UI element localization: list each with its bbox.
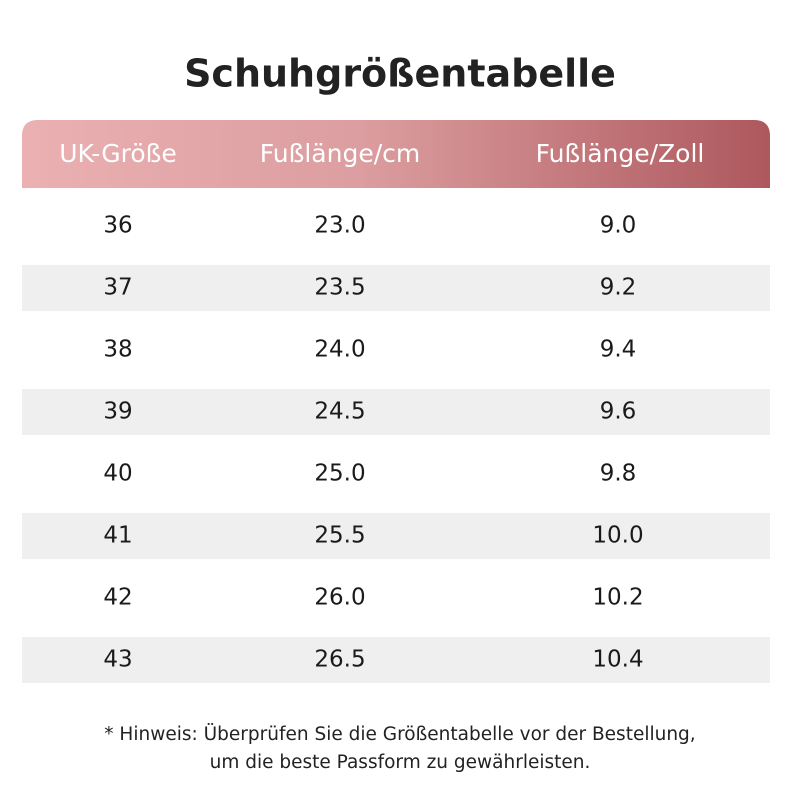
row-band bbox=[22, 265, 770, 311]
table-cell: 26.0 bbox=[314, 585, 365, 611]
table-cell: 23.0 bbox=[314, 213, 365, 239]
table-cell: 24.5 bbox=[314, 399, 365, 425]
table-cell: 36 bbox=[103, 213, 132, 239]
table-cell: 40 bbox=[103, 461, 132, 487]
table-cell: 39 bbox=[103, 399, 132, 425]
table-header-bar bbox=[22, 120, 770, 188]
title: Schuhgrößentabelle bbox=[184, 52, 616, 96]
table-cell: 41 bbox=[103, 523, 132, 549]
table-cell: 24.0 bbox=[314, 337, 365, 363]
table-cell: 25.5 bbox=[314, 523, 365, 549]
table-cell: 10.4 bbox=[592, 647, 643, 673]
column-header: Fußlänge/Zoll bbox=[536, 139, 705, 168]
table-cell: 9.6 bbox=[600, 399, 637, 425]
row-band bbox=[22, 513, 770, 559]
note-line: um die beste Passform zu gewährleisten. bbox=[210, 752, 591, 773]
table-cell: 42 bbox=[103, 585, 132, 611]
table-cell: 10.2 bbox=[592, 585, 643, 611]
table-body: 36 23.0 9.0 37 23.5 9.2 38 24.0 9.4 39 24.5 9.6 40 25… bbox=[22, 213, 770, 683]
table-cell: 9.2 bbox=[600, 275, 637, 301]
row-band bbox=[22, 389, 770, 435]
column-header: UK-Größe bbox=[59, 139, 177, 168]
note-line: * Hinweis: Überprüfen Sie die Größentabe… bbox=[104, 723, 695, 745]
table-cell: 38 bbox=[103, 337, 132, 363]
table-cell: 9.4 bbox=[600, 337, 637, 363]
column-header: Fußlänge/cm bbox=[260, 139, 421, 168]
table-cell: 23.5 bbox=[314, 275, 365, 301]
table-cell: 9.0 bbox=[600, 213, 637, 239]
row-band bbox=[22, 637, 770, 683]
table-cell: 26.5 bbox=[314, 647, 365, 673]
table-cell: 25.0 bbox=[314, 461, 365, 487]
table-cell: 9.8 bbox=[600, 461, 637, 487]
table-cell: 43 bbox=[103, 647, 132, 673]
table-cell: 37 bbox=[103, 275, 132, 301]
table-cell: 10.0 bbox=[592, 523, 643, 549]
